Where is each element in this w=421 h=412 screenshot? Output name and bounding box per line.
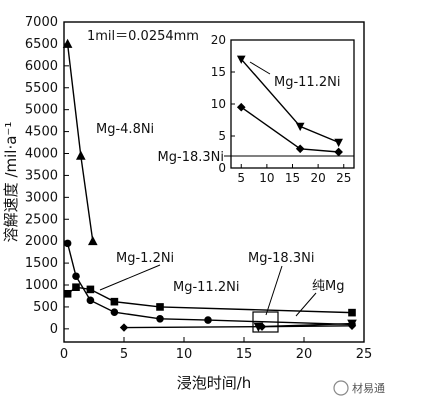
- leader-line: [295, 292, 317, 317]
- y-tick-label: 6000: [25, 59, 58, 74]
- y-tick-label: 3500: [25, 168, 58, 183]
- inset-frame: [230, 39, 355, 169]
- inset-x-tick-label: 5: [237, 171, 245, 185]
- data-point: [348, 308, 356, 317]
- inset-data-point: [334, 138, 343, 148]
- data-point: [110, 308, 119, 316]
- x-tick-label: 25: [356, 347, 373, 362]
- y-tick-label: 3000: [25, 190, 58, 205]
- data-point: [72, 283, 80, 292]
- inset-series-label: Mg-18.3Ni: [158, 150, 224, 165]
- data-point: [86, 285, 95, 294]
- data-point: [72, 272, 80, 281]
- data-point: [347, 319, 357, 329]
- inset-x-tick-label: 15: [285, 171, 300, 185]
- series-line-4: [258, 322, 353, 328]
- x-tick-label: 15: [236, 347, 253, 362]
- data-point: [156, 314, 164, 323]
- y-tick-label: 2000: [25, 234, 58, 249]
- x-tick-label: 0: [60, 347, 68, 362]
- inset-series-label: Mg-11.2Ni: [274, 75, 340, 90]
- inset-leader-line: [249, 61, 271, 75]
- data-point: [88, 235, 98, 246]
- series-label: Mg-1.2Ni: [116, 251, 174, 266]
- inset-data-point: [236, 55, 246, 64]
- x-tick-label: 20: [296, 347, 313, 362]
- y-tick-label: 1000: [25, 278, 58, 293]
- x-tick-label: 5: [120, 347, 128, 362]
- x-axis-title: 浸泡时间/h: [177, 374, 252, 392]
- inset-y-tick-label: 5: [218, 129, 226, 143]
- data-point: [63, 289, 72, 298]
- data-point: [253, 322, 264, 332]
- series-label: 纯Mg: [312, 279, 344, 294]
- watermark-text: 材易通: [352, 381, 385, 395]
- y-tick-label: 4000: [25, 147, 58, 162]
- inset-x-tick-label: 25: [336, 171, 351, 185]
- y-axis-title: 溶解速度 /mil·a⁻¹: [2, 122, 20, 243]
- y-tick-label: 1500: [25, 256, 58, 271]
- y-tick-label: 5000: [25, 103, 58, 118]
- x-tick-label: 10: [176, 347, 193, 362]
- y-tick-label: 7000: [25, 15, 58, 30]
- data-point: [76, 150, 86, 160]
- data-point: [62, 38, 73, 48]
- series-label: Mg-18.3Ni: [248, 251, 314, 266]
- series-line-3: [123, 325, 353, 329]
- data-point: [204, 316, 212, 324]
- main-plot-frame: [63, 21, 365, 343]
- inset-data-point: [295, 122, 305, 132]
- data-point: [110, 297, 119, 306]
- series-line-0: [66, 43, 94, 242]
- inset-y-tick-label: 20: [211, 33, 226, 47]
- leader-line: [99, 264, 161, 291]
- y-tick-label: 2500: [25, 212, 58, 227]
- inset-x-tick-label: 10: [259, 171, 274, 185]
- leader-line: [265, 265, 283, 316]
- watermark-logo-icon: [333, 380, 349, 396]
- zoom-box: [252, 311, 279, 333]
- y-tick-label: 0: [50, 322, 58, 337]
- y-tick-label: 6500: [25, 37, 58, 52]
- inset-y-tick-label: 10: [211, 97, 226, 111]
- y-tick-label: 4500: [25, 125, 58, 140]
- y-tick-label: 5500: [25, 81, 58, 96]
- data-point: [86, 296, 95, 305]
- data-point: [119, 323, 129, 332]
- inset-data-point: [236, 102, 246, 112]
- series-label: Mg-4.8Ni: [96, 122, 154, 137]
- inset-y-tick-label: 15: [211, 65, 226, 79]
- unit-note: 1mil＝0.0254mm: [87, 29, 199, 44]
- data-point: [63, 239, 72, 248]
- inset-data-point: [334, 147, 343, 157]
- data-point: [156, 303, 164, 311]
- y-tick-label: 500: [33, 300, 58, 315]
- series-label: Mg-11.2Ni: [173, 280, 239, 295]
- inset-y-tick-label: 0: [218, 161, 226, 175]
- inset-x-tick-label: 20: [310, 171, 325, 185]
- inset-data-point: [295, 144, 305, 154]
